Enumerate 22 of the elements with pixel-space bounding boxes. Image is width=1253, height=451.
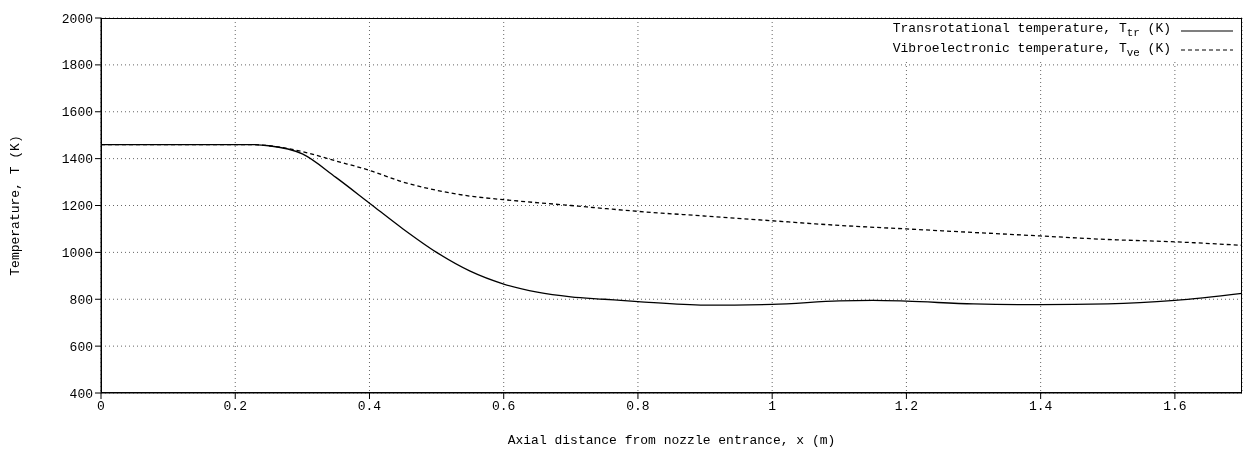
y-tick-label: 600 [69,339,93,355]
x-tick-label: 1.4 [1028,399,1053,415]
x-tick-label: 1 [768,399,777,415]
y-tick-label: 1000 [61,245,93,261]
x-tick-label: 0.6 [492,399,516,415]
y-tick-label: 1200 [61,199,93,215]
y-tick-label: 1600 [61,105,93,121]
y-tick-label: 800 [69,292,93,308]
x-tick-label: 1.2 [894,399,919,415]
x-tick-label: 0 [97,399,105,415]
x-tick-label: 0.4 [357,399,382,415]
y-axis-title: Temperature, T (K) [7,135,23,276]
y-tick-label: 1400 [61,152,93,168]
y-tick-label: 400 [69,386,93,402]
x-axis-title: Axial distance from nozzle entrance, x (m) [507,433,836,448]
legend-label: Transrotational temperature, T$_{tr}$ (K) [892,21,1171,41]
y-tick-label: 1800 [61,58,93,74]
x-tick-label: 1.6 [1163,399,1187,415]
x-tick-label: 0.2 [223,399,247,415]
x-tick-label: 0.8 [626,399,650,415]
legend-label: Vibroelectronic temperature, T$_{ve}$ (K) [892,40,1171,61]
y-tick-label: 2000 [61,11,93,27]
